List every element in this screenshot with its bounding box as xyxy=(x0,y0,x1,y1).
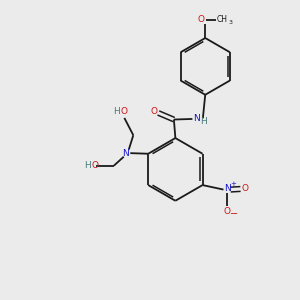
Text: O: O xyxy=(92,161,99,170)
Text: N: N xyxy=(122,148,129,158)
Text: O: O xyxy=(242,184,248,194)
Text: +: + xyxy=(230,181,236,187)
Text: −: − xyxy=(230,209,238,219)
Text: CH: CH xyxy=(216,15,227,24)
Text: H: H xyxy=(200,117,206,126)
Text: O: O xyxy=(120,107,127,116)
Text: H: H xyxy=(85,161,91,170)
Text: O: O xyxy=(150,107,158,116)
Text: 3: 3 xyxy=(229,20,232,25)
Text: O: O xyxy=(198,15,205,24)
Text: H: H xyxy=(113,107,120,116)
Text: N: N xyxy=(193,114,200,123)
Text: N: N xyxy=(224,184,231,194)
Text: O: O xyxy=(224,207,231,216)
